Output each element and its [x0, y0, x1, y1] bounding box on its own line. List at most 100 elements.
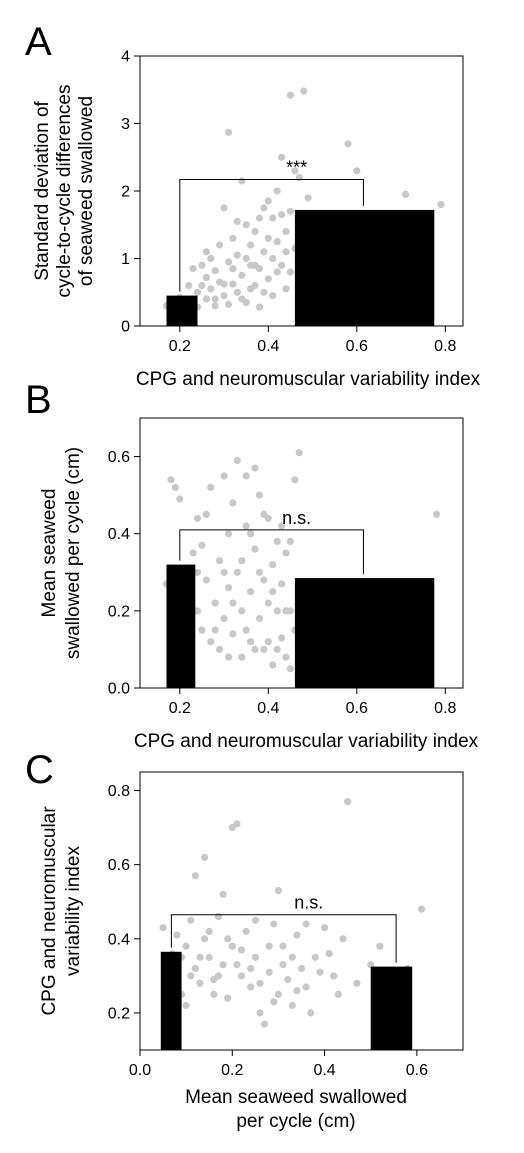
y-ticks-c: 0.2 0.4 0.6 0.8: [108, 783, 140, 1022]
panel-letter-a: A: [25, 20, 52, 64]
scatter-point: [286, 665, 294, 673]
scatter-point: [269, 561, 277, 569]
scatter-point: [264, 234, 272, 242]
y-axis-label-line: Standard deviation of: [32, 100, 53, 280]
scatter-point: [251, 545, 259, 553]
y-tick-label: 4: [121, 49, 130, 66]
scatter-point: [344, 140, 352, 148]
y-tick-label: 0.2: [108, 603, 130, 620]
scatter-point: [176, 495, 184, 503]
y-tick-label: 0.4: [108, 931, 130, 948]
scatter-point: [344, 798, 352, 806]
scatter-point: [196, 953, 204, 961]
scatter-point: [300, 87, 308, 95]
scatter-point: [238, 271, 246, 279]
scatter-point: [282, 248, 290, 256]
scatter-point: [270, 998, 278, 1006]
scatter-point: [278, 211, 286, 219]
scatter-point: [269, 254, 277, 263]
scatter-point: [242, 522, 250, 530]
scatter-point: [278, 522, 286, 530]
y-ticks-a: 0 1 2 3 4: [121, 49, 140, 336]
scatter-point: [210, 990, 218, 999]
scatter-point: [417, 905, 426, 913]
scatter-point: [216, 645, 224, 654]
scatter-point: [198, 626, 206, 634]
bars-a: [166, 209, 435, 326]
scatter-point: [247, 638, 255, 646]
scatter-point: [238, 295, 246, 303]
scatter-point: [256, 1009, 264, 1017]
scatter-point: [198, 281, 206, 290]
y-tick-label: 0.6: [108, 857, 130, 874]
bar-1: [160, 951, 182, 1050]
scatter-point: [247, 983, 255, 991]
scatter-point: [229, 499, 237, 507]
scatter-point: [187, 916, 195, 924]
y-axis-label-line: CPG and neuromuscular: [39, 806, 60, 1016]
scatter-point: [229, 234, 237, 242]
y-ticks-b: 0.0 0.2 0.4 0.6: [108, 449, 140, 698]
scatter-point: [193, 568, 202, 576]
scatter-point: [247, 285, 255, 293]
scatter-point: [293, 931, 301, 939]
scatter-point: [233, 456, 241, 464]
scatter-point: [274, 887, 282, 895]
scatter-point: [214, 913, 222, 921]
bracket-line: [179, 179, 364, 292]
scatter-point: [334, 990, 342, 999]
scatter-point: [273, 268, 281, 276]
scatter-point: [201, 935, 209, 943]
scatter-point: [211, 267, 219, 275]
scatter-point: [228, 942, 236, 950]
scatter-point: [247, 964, 255, 973]
scatter-point: [229, 280, 237, 288]
scatter-point: [219, 961, 227, 969]
scatter-point: [207, 254, 215, 263]
scatter-point: [214, 972, 222, 980]
scatter-point: [202, 510, 210, 518]
scatter-point: [242, 626, 250, 634]
x-ticks-a: 0.2 0.4 0.6 0.8: [169, 326, 457, 355]
scatter-point: [437, 200, 445, 209]
x-axis-label-a: CPG and neuromuscular variability index: [136, 369, 481, 390]
scatter-point: [224, 935, 232, 943]
y-axis-label-line: swallowed per cycle (cm): [63, 447, 84, 659]
x-axis-label-c: Mean seaweed swallowed per cycle (cm): [185, 1087, 407, 1132]
scatter-point: [270, 920, 278, 928]
scatter-point: [353, 167, 361, 175]
scatter-point: [211, 302, 219, 310]
x-tick-label: 0.8: [434, 338, 456, 355]
scatter-point: [260, 510, 268, 518]
bar-2: [294, 209, 435, 326]
scatter-point: [251, 464, 259, 472]
y-tick-label: 0: [121, 319, 130, 336]
scatter-point: [247, 530, 255, 538]
panel-b: B n.s. 0.2 0.4 0.6 0.8 0.0 0.2 0.4 0.6 CPG and…: [25, 378, 479, 752]
scatter-point: [242, 472, 250, 480]
y-tick-label: 2: [121, 184, 130, 201]
scatter-point: [189, 549, 197, 557]
scatter-point: [432, 510, 441, 518]
scatter-point: [193, 514, 202, 522]
scatter-point: [376, 942, 384, 950]
y-axis-label-c: CPG and neuromuscular variability index: [39, 806, 84, 1016]
scatter-point: [159, 924, 167, 932]
scatter-point: [265, 942, 273, 950]
scatter-point: [264, 599, 272, 607]
scatter-point: [237, 972, 246, 980]
scatter-point: [233, 820, 241, 828]
scatter-point: [273, 645, 281, 654]
x-tick-label: 0.4: [313, 1062, 335, 1079]
scatter-point: [284, 976, 292, 984]
y-tick-label: 3: [121, 116, 130, 133]
scatter-point: [269, 292, 277, 300]
scatter-point: [220, 280, 228, 288]
scatter-point: [237, 946, 246, 954]
scatter-point: [304, 194, 312, 202]
scatter-point: [282, 607, 290, 615]
scatter-point: [224, 994, 232, 1002]
scatter-point: [198, 261, 206, 269]
x-axis-label-line: Mean seaweed swallowed: [185, 1087, 407, 1108]
